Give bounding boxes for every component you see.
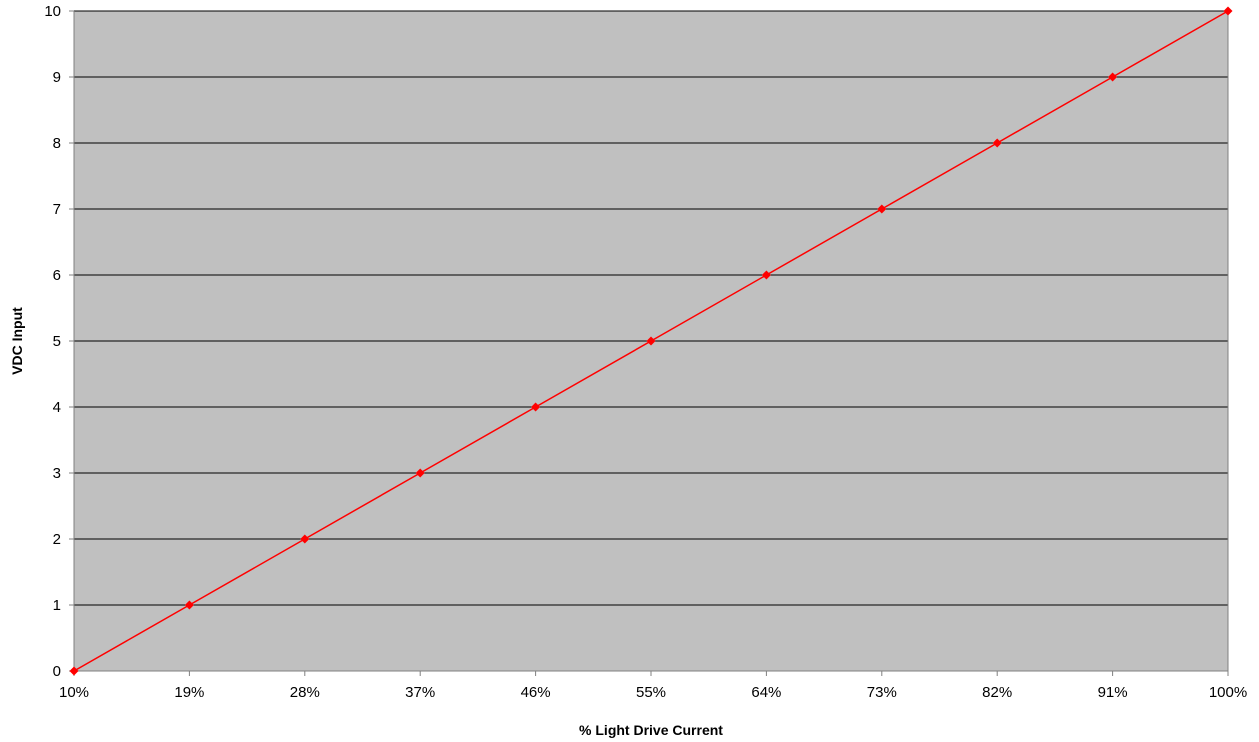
y-tick-label: 7 (53, 201, 61, 218)
y-tick-label: 3 (53, 465, 61, 482)
x-tick-label: 82% (982, 684, 1012, 701)
data-point (992, 138, 1002, 148)
x-tick-label: 91% (1098, 684, 1128, 701)
data-point (531, 402, 541, 412)
x-tick-label: 28% (290, 684, 320, 701)
x-tick-label: 10% (59, 684, 89, 701)
x-tick-label: 73% (867, 684, 897, 701)
series (69, 6, 1233, 676)
data-point (1223, 6, 1233, 16)
y-axis-title: VDC Input (9, 307, 25, 375)
x-tick-label: 55% (636, 684, 666, 701)
y-tick-label: 1 (53, 597, 61, 614)
data-point (69, 666, 79, 676)
y-tick-label: 6 (53, 267, 61, 284)
gridlines (74, 10, 1228, 606)
x-tick-label: 46% (521, 684, 551, 701)
y-tick-label: 10 (44, 3, 61, 20)
y-tick-label: 0 (53, 663, 61, 680)
x-axis-title: % Light Drive Current (579, 722, 723, 738)
y-tick-label: 2 (53, 531, 61, 548)
x-tick-label: 19% (174, 684, 204, 701)
data-point (1108, 72, 1118, 82)
x-tick-label: 37% (405, 684, 435, 701)
data-point (646, 336, 656, 346)
data-point (761, 270, 771, 280)
x-tick-label: 64% (751, 684, 781, 701)
data-point (415, 468, 425, 478)
data-point (184, 600, 194, 610)
x-tick-label: 100% (1209, 684, 1247, 701)
y-tick-labels: 0 1 2 3 4 5 6 7 8 9 10 (44, 3, 74, 680)
y-tick-label: 9 (53, 69, 61, 86)
y-tick-label: 4 (53, 399, 61, 416)
data-point (300, 534, 310, 544)
y-tick-label: 8 (53, 135, 61, 152)
x-tick-labels: 10% 19% 28% 37% 46% 55% 64% 73% 82% 91% 100% (59, 671, 1247, 701)
data-point (877, 204, 887, 214)
y-tick-label: 5 (53, 333, 61, 350)
